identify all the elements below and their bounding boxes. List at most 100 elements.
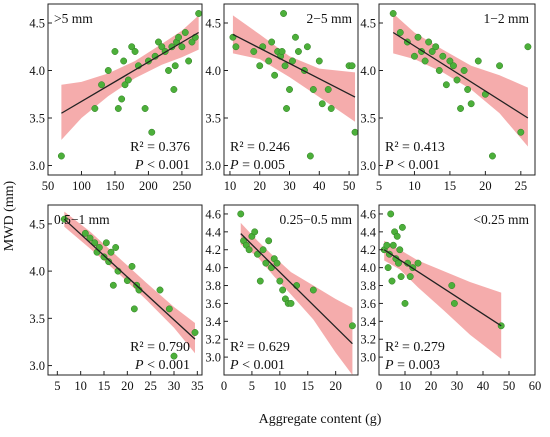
y-tick-label: 3.0 [360, 351, 376, 365]
data-point [414, 259, 422, 267]
y-tick-label: 3.8 [360, 279, 376, 293]
data-point [287, 299, 295, 307]
data-point [170, 352, 178, 360]
data-point [91, 105, 99, 112]
data-point [439, 52, 447, 60]
data-point [383, 241, 391, 249]
p-value-rest: < 0.001 [394, 158, 440, 173]
p-value-text: P < 0.001 [229, 358, 285, 373]
data-point [309, 286, 317, 294]
chart-panel-6: 0 10 20 30 40 50 60 3.0 3.2 3.4 3.6 3.8 4.0 4.2 4.4 4.6… [360, 204, 542, 393]
data-point [421, 57, 429, 65]
y-tick-label: 4.0 [29, 64, 45, 78]
data-point [280, 10, 288, 17]
p-value-rest: = 0.003 [394, 358, 440, 373]
x-tick-label: 10 [274, 379, 287, 393]
data-point [131, 48, 139, 55]
y-tick-label: 4.2 [205, 243, 221, 257]
p-symbol: P [229, 158, 239, 173]
data-point [265, 57, 273, 65]
r-squared-text: R² = 0.246 [230, 140, 290, 155]
p-symbol: P [384, 358, 394, 373]
data-point [450, 62, 457, 70]
y-tick-label: 3.4 [360, 315, 376, 329]
data-point [467, 100, 475, 108]
y-tick-label: 3.0 [360, 159, 376, 173]
data-point [178, 43, 186, 51]
p-value-rest: < 0.001 [144, 358, 190, 373]
data-point [327, 105, 335, 112]
p-value-text: P = 0.005 [229, 158, 285, 173]
data-point [428, 48, 436, 55]
confidence-band [393, 13, 528, 147]
y-tick-label: 4.0 [205, 261, 221, 275]
x-tick-label: 60 [529, 379, 542, 393]
regression-line [383, 249, 502, 327]
y-tick-label: 3.0 [29, 359, 45, 373]
data-point [245, 246, 253, 254]
data-point [278, 48, 286, 55]
data-point [100, 253, 108, 261]
data-point [165, 305, 173, 313]
data-point [191, 329, 199, 336]
data-point [460, 67, 468, 74]
x-tick-label: 30 [168, 379, 181, 393]
y-tick-label: 3.5 [29, 312, 45, 326]
x-tick-label: 30 [283, 179, 296, 193]
p-symbol: P [134, 158, 144, 173]
y-axis-label: MWD (mm) [2, 180, 17, 251]
data-point [457, 105, 464, 112]
panel-label: 2−5 mm [307, 11, 353, 26]
x-tick-label: 50 [42, 179, 55, 193]
data-point [517, 128, 525, 136]
data-point [104, 67, 112, 74]
p-symbol: P [134, 358, 144, 373]
x-tick-label: 25 [515, 179, 528, 193]
data-point [128, 43, 136, 51]
chart-panel-1: 50 100 150 200 250 3.0 3.5 4.0 4.5 >5 mm R² = 0.37… [29, 3, 203, 193]
p-value-text: P < 0.001 [134, 358, 190, 373]
data-point [286, 86, 293, 93]
x-tick-label: 10 [74, 379, 87, 393]
regression-line [61, 31, 199, 114]
y-tick-label: 3.2 [205, 333, 221, 347]
r-squared-text: R² = 0.376 [130, 140, 190, 155]
data-point [279, 286, 287, 294]
data-point [524, 43, 532, 51]
data-point [107, 248, 115, 256]
data-point [171, 62, 179, 70]
x-tick-label: 30 [451, 379, 464, 393]
y-tick-label: 3.5 [29, 112, 45, 126]
x-tick-label: 50 [343, 179, 356, 193]
data-point [414, 33, 422, 41]
p-value-text: P < 0.001 [134, 158, 190, 173]
chart-panel-5: 0 5 10 15 20 3.0 3.2 3.4 3.6 3.8 4.0 4.2 4.4 4.6 0.25−… [205, 204, 359, 393]
data-point [397, 273, 405, 281]
y-tick-label: 4.5 [29, 217, 45, 231]
data-point [156, 286, 164, 294]
data-point [474, 57, 482, 65]
y-tick-label: 4.5 [360, 17, 376, 31]
data-point [105, 258, 113, 266]
x-tick-label: 15 [444, 179, 457, 193]
x-tick-label: 35 [191, 379, 204, 393]
data-point [289, 57, 296, 65]
data-point [384, 264, 392, 272]
data-point [102, 239, 110, 247]
panel-label: 0.5−1 mm [54, 212, 110, 227]
data-point [251, 228, 259, 236]
data-point [393, 232, 401, 240]
x-tick-label: 10 [224, 179, 237, 193]
y-tick-label: 3.8 [205, 279, 221, 293]
data-point [232, 43, 240, 51]
plot-frame [47, 3, 203, 176]
y-tick-label: 4.4 [205, 225, 221, 239]
y-tick-label: 4.4 [360, 225, 376, 239]
data-point [442, 81, 450, 89]
y-tick-label: 3.2 [360, 333, 376, 347]
data-point [262, 259, 270, 267]
data-point [435, 67, 443, 74]
data-point [130, 305, 138, 313]
data-point [165, 67, 172, 74]
